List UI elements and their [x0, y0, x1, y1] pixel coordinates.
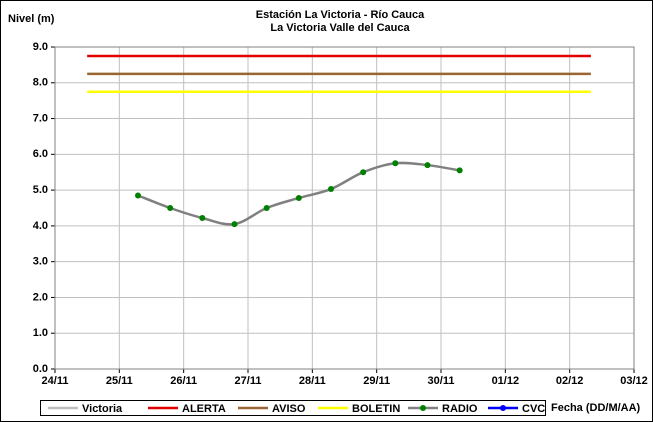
marker: [360, 169, 367, 176]
legend-marker: [420, 405, 426, 411]
marker: [295, 194, 302, 201]
marker: [424, 162, 431, 169]
y-axis-label: Nivel (m): [8, 13, 55, 25]
x-tick-label: 03/12: [620, 375, 648, 387]
chart-subtitle: La Victoria Valle del Cauca: [270, 22, 410, 34]
marker: [231, 221, 238, 228]
x-tick-label: 25/11: [106, 375, 133, 387]
y-tick-label: 8.0: [33, 77, 48, 89]
y-tick-label: 5.0: [33, 184, 48, 196]
marker: [167, 205, 174, 211]
y-tick-label: 4.0: [33, 220, 48, 232]
legend-label: AVISO: [272, 403, 306, 415]
marker: [456, 167, 463, 174]
x-axis-label: Fecha (DD/M/AA): [551, 402, 641, 414]
x-tick-label: 01/12: [492, 375, 520, 387]
legend-label: Victoria: [82, 403, 123, 415]
marker: [199, 215, 206, 222]
legend-label: BOLETIN: [352, 403, 400, 415]
legend-box: [40, 400, 546, 416]
x-tick-label: 24/11: [42, 375, 69, 387]
x-tick-label: 27/11: [235, 375, 262, 387]
y-tick-label: 2.0: [33, 291, 48, 303]
legend-marker: [500, 405, 506, 411]
y-tick-label: 3.0: [33, 256, 48, 268]
chart-title: Estación La Victoria - Río Cauca: [256, 9, 425, 21]
y-tick-label: 6.0: [33, 148, 48, 160]
marker: [134, 192, 141, 199]
y-tick-label: 9.0: [33, 41, 48, 53]
marker: [327, 186, 334, 193]
legend-label: CVC: [522, 403, 545, 415]
plot-border: [54, 46, 635, 370]
marker: [263, 205, 270, 211]
marker: [392, 160, 399, 167]
x-tick-label: 28/11: [299, 375, 326, 387]
x-tick-label: 30/11: [428, 375, 455, 387]
x-tick-label: 02/12: [556, 375, 584, 387]
y-tick-label: 0.0: [33, 363, 48, 375]
legend-label: RADIO: [442, 403, 478, 415]
y-tick-label: 1.0: [33, 327, 48, 339]
x-tick-label: 26/11: [170, 375, 197, 387]
x-tick-label: 29/11: [363, 375, 390, 387]
legend-label: ALERTA: [182, 403, 226, 415]
y-tick-label: 7.0: [33, 112, 48, 124]
